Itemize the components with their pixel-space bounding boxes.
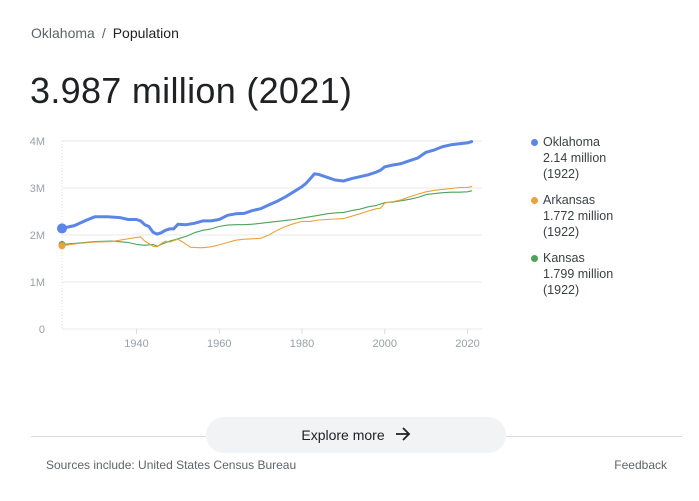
legend-name: Oklahoma (543, 135, 600, 149)
feedback-link[interactable]: Feedback (614, 458, 667, 472)
legend-value: 1.772 million (543, 209, 614, 223)
kansas-dot-icon (531, 255, 538, 262)
x-tick-label: 1960 (207, 338, 231, 350)
legend-year: (1922) (543, 225, 580, 239)
series-point-arkansas (58, 242, 66, 250)
breadcrumb: Oklahoma / Population (31, 25, 179, 41)
x-tick-label: 2020 (455, 338, 479, 350)
series-line-oklahoma (60, 140, 474, 236)
breadcrumb-oklahoma[interactable]: Oklahoma (31, 25, 95, 41)
divider-left (31, 436, 206, 437)
explore-more-label: Explore more (301, 427, 385, 443)
legend-year: (1922) (543, 167, 580, 181)
legend-year: (1922) (543, 283, 580, 297)
legend-item-oklahoma: Oklahoma 2.14 million (1922) (531, 134, 613, 182)
arkansas-dot-icon (531, 197, 538, 204)
y-tick-label: 4M (30, 136, 45, 148)
y-tick-label: 2M (30, 230, 45, 242)
arrow-right-icon (395, 426, 411, 444)
y-tick-label: 0 (39, 324, 45, 336)
x-tick-label: 1980 (290, 338, 314, 350)
chart-legend: Oklahoma 2.14 million (1922) Arkansas 1.… (531, 134, 613, 308)
legend-value: 2.14 million (543, 151, 607, 165)
legend-name: Arkansas (543, 193, 596, 207)
legend-item-arkansas: Arkansas 1.772 million (1922) (531, 192, 613, 240)
sources-text: Sources include: United States Census Bu… (46, 458, 297, 472)
y-tick-label: 3M (30, 183, 45, 195)
oklahoma-dot-icon (531, 139, 538, 146)
divider-right (506, 436, 682, 437)
population-headline: 3.987 million (2021) (30, 70, 353, 111)
legend-item-kansas: Kansas 1.799 million (1922) (531, 250, 613, 298)
series-line-arkansas (61, 186, 473, 249)
series-line-kansas (61, 190, 473, 247)
y-tick-label: 1M (30, 277, 45, 289)
series-point-oklahoma (57, 223, 67, 234)
breadcrumb-population: Population (112, 25, 179, 41)
explore-more-button[interactable]: Explore more (206, 417, 506, 453)
breadcrumb-separator: / (101, 25, 106, 41)
legend-value: 1.799 million (543, 267, 614, 281)
x-tick-label: 1940 (124, 338, 148, 350)
x-tick-label: 2000 (373, 338, 397, 350)
legend-name: Kansas (543, 251, 585, 265)
